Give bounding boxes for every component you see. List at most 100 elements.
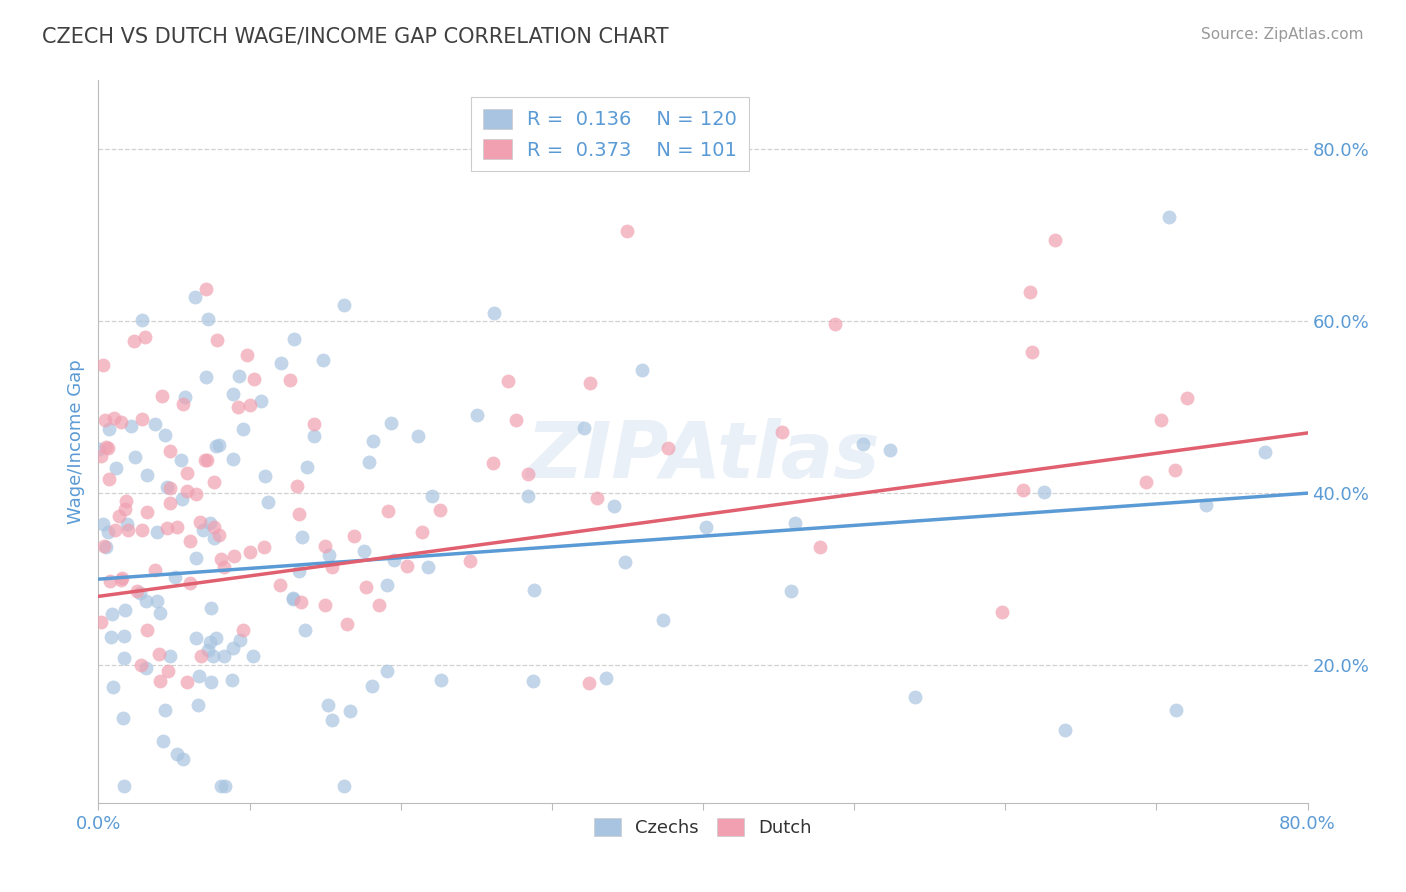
Point bbox=[135, 661, 157, 675]
Point bbox=[380, 416, 402, 430]
Point bbox=[1150, 413, 1173, 427]
Point bbox=[314, 599, 336, 613]
Point bbox=[214, 779, 236, 793]
Point bbox=[194, 282, 217, 296]
Point bbox=[179, 576, 201, 591]
Point bbox=[1164, 703, 1187, 717]
Point bbox=[156, 521, 179, 535]
Point bbox=[204, 439, 226, 453]
Text: CZECH VS DUTCH WAGE/INCOME GAP CORRELATION CHART: CZECH VS DUTCH WAGE/INCOME GAP CORRELATI… bbox=[42, 27, 669, 46]
Point bbox=[197, 643, 219, 657]
Point bbox=[112, 779, 135, 793]
Point bbox=[294, 624, 316, 638]
Point bbox=[429, 673, 451, 687]
Point bbox=[253, 468, 276, 483]
Point bbox=[112, 651, 135, 665]
Point bbox=[316, 698, 339, 712]
Point bbox=[304, 429, 326, 443]
Point bbox=[170, 452, 193, 467]
Point bbox=[103, 411, 125, 425]
Point bbox=[1018, 285, 1040, 299]
Point bbox=[283, 332, 305, 346]
Point bbox=[188, 669, 211, 683]
Point bbox=[176, 467, 198, 481]
Point bbox=[176, 674, 198, 689]
Point bbox=[159, 481, 181, 495]
Point bbox=[127, 584, 149, 599]
Point bbox=[1033, 485, 1056, 500]
Point bbox=[482, 456, 505, 470]
Point bbox=[613, 555, 636, 569]
Point bbox=[163, 570, 186, 584]
Point bbox=[202, 520, 225, 534]
Point bbox=[101, 680, 124, 694]
Point bbox=[124, 334, 146, 349]
Point bbox=[120, 419, 142, 434]
Point bbox=[458, 553, 481, 567]
Point bbox=[97, 422, 120, 436]
Point bbox=[616, 224, 638, 238]
Point bbox=[191, 523, 214, 537]
Point bbox=[149, 606, 172, 620]
Point bbox=[253, 540, 276, 554]
Point bbox=[152, 734, 174, 748]
Point bbox=[360, 679, 382, 693]
Point bbox=[129, 657, 152, 672]
Point bbox=[149, 674, 172, 689]
Point bbox=[657, 441, 679, 455]
Point bbox=[250, 393, 273, 408]
Point bbox=[148, 647, 170, 661]
Point bbox=[1021, 345, 1043, 359]
Point bbox=[166, 520, 188, 534]
Point bbox=[522, 673, 544, 688]
Point bbox=[232, 623, 254, 637]
Point bbox=[184, 631, 207, 645]
Point bbox=[353, 544, 375, 558]
Point bbox=[484, 306, 506, 320]
Y-axis label: Wage/Income Gap: Wage/Income Gap bbox=[66, 359, 84, 524]
Point bbox=[195, 452, 218, 467]
Point bbox=[631, 363, 654, 377]
Point bbox=[270, 356, 292, 370]
Point bbox=[517, 467, 540, 482]
Point bbox=[184, 551, 207, 566]
Point bbox=[174, 390, 197, 404]
Point bbox=[651, 613, 673, 627]
Point bbox=[269, 577, 291, 591]
Point bbox=[209, 779, 232, 793]
Point bbox=[159, 444, 181, 458]
Point bbox=[208, 527, 231, 541]
Point bbox=[354, 580, 377, 594]
Point bbox=[333, 779, 356, 793]
Point bbox=[159, 496, 181, 510]
Point bbox=[176, 484, 198, 499]
Point bbox=[318, 548, 340, 562]
Point bbox=[523, 582, 546, 597]
Point bbox=[214, 559, 236, 574]
Point bbox=[229, 633, 252, 648]
Point bbox=[291, 530, 314, 544]
Point bbox=[357, 455, 380, 469]
Point bbox=[117, 516, 139, 531]
Point bbox=[1135, 475, 1157, 490]
Point bbox=[429, 502, 451, 516]
Point bbox=[110, 416, 132, 430]
Point bbox=[852, 436, 875, 450]
Point bbox=[155, 703, 177, 717]
Point bbox=[179, 534, 201, 549]
Point bbox=[112, 629, 135, 643]
Point bbox=[990, 605, 1012, 619]
Point bbox=[202, 532, 225, 546]
Point bbox=[97, 524, 120, 539]
Point bbox=[283, 591, 305, 605]
Point bbox=[136, 623, 159, 637]
Point bbox=[187, 698, 209, 712]
Point bbox=[107, 508, 129, 523]
Point bbox=[228, 369, 250, 384]
Point bbox=[100, 630, 122, 644]
Point bbox=[150, 389, 173, 403]
Point bbox=[595, 671, 617, 685]
Point bbox=[129, 586, 152, 600]
Point bbox=[395, 559, 418, 574]
Point bbox=[221, 673, 243, 687]
